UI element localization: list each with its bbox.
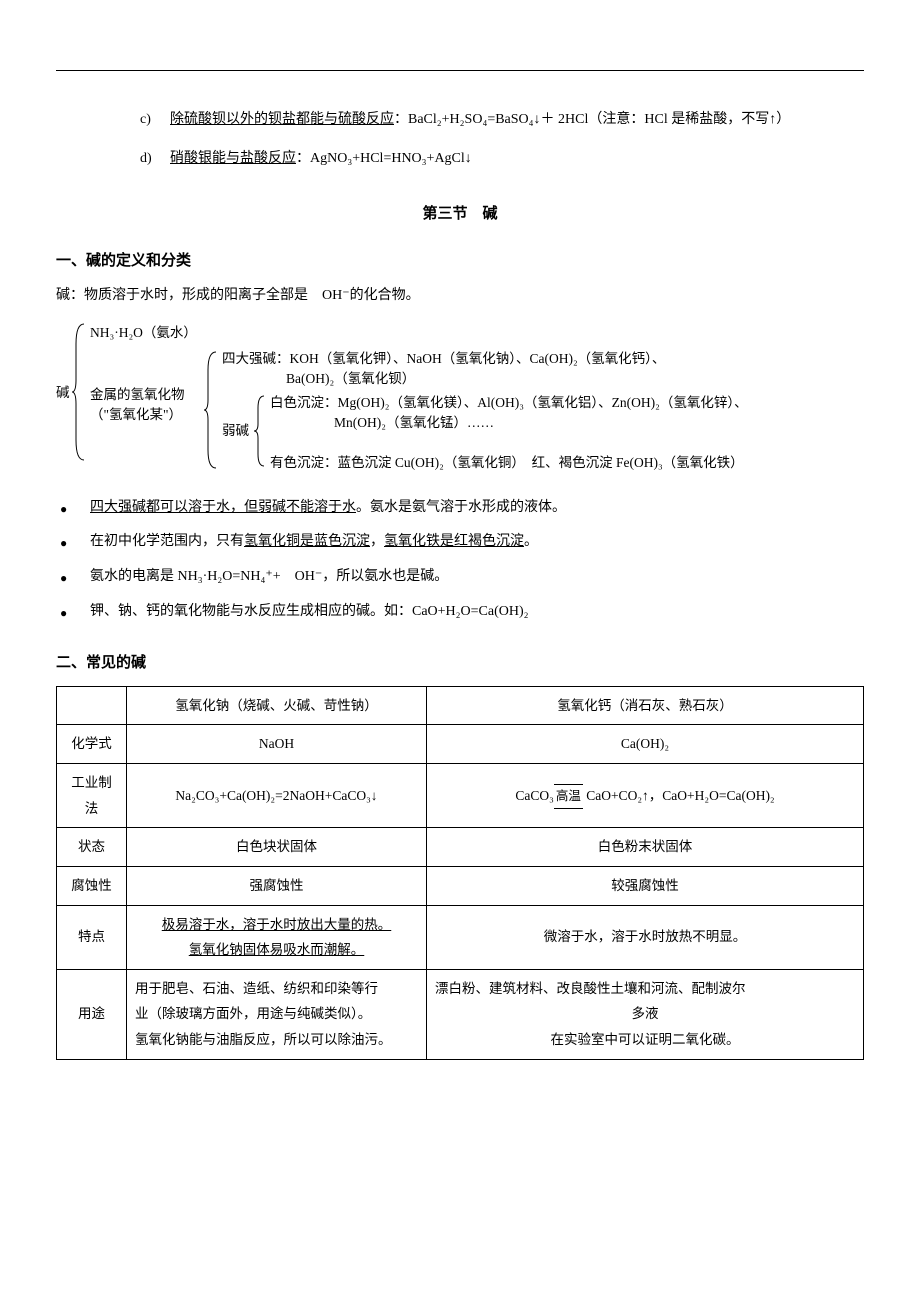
- use-line: 用于肥皂、石油、造纸、纺织和印染等行: [135, 976, 418, 1002]
- table-row: 化学式 NaOH Ca(OH)₂: [57, 725, 864, 764]
- table-header-naoh: 氢氧化钠（烧碱、火碱、苛性钠）: [127, 686, 427, 725]
- tree-root: 碱: [56, 382, 70, 404]
- use-line: 多液: [435, 1001, 855, 1027]
- underline-text: 氢氧化铜是蓝色沉淀: [244, 534, 370, 549]
- bullet-text: 钾、钠、钙的氧化物能与水反应生成相应的碱。如：CaO+H₂O=Ca(OH)₂: [90, 599, 864, 626]
- underline-text: 氢氧化铁是红褐色沉淀: [384, 534, 524, 549]
- bullet-item: ● 氨水的电离是 NH₃·H₂O=NH₄⁺+ OH⁻，所以氨水也是碱。: [56, 564, 864, 591]
- table-row-label: 用途: [57, 969, 127, 1059]
- table-row: 氢氧化钠（烧碱、火碱、苛性钠） 氢氧化钙（消石灰、熟石灰）: [57, 686, 864, 725]
- list-item-d: d) 硝酸银能与盐酸反应：AgNO₃+HCl=HNO₃+AgCl↓: [140, 146, 864, 173]
- table-cell: 极易溶于水，溶于水时放出大量的热。 氢氧化钠固体易吸水而潮解。: [127, 905, 427, 969]
- use-line: 在实验室中可以证明二氧化碳。: [435, 1027, 855, 1053]
- table-cell: NaOH: [127, 725, 427, 764]
- brace-icon: [72, 322, 86, 462]
- underline-text: 除硫酸钡以外的钡盐都能与硫酸反应: [170, 112, 394, 127]
- use-line: 业（除玻璃方面外，用途与纯碱类似）。: [135, 1001, 418, 1027]
- tree-strong-base-2: Ba(OH)₂（氢氧化钡）: [286, 368, 415, 390]
- use-line: 氢氧化钠能与油脂反应，所以可以除油污。: [135, 1027, 418, 1053]
- plain-text: 在初中化学范围内，只有: [90, 534, 244, 549]
- bullet-dot-icon: ●: [56, 599, 90, 625]
- plain-text: 。氨水是氨气溶于水形成的液体。: [356, 500, 566, 515]
- bullet-text: 在初中化学范围内，只有氢氧化铜是蓝色沉淀，氢氧化铁是红褐色沉淀。: [90, 529, 864, 556]
- underline-text: 四大强碱都可以溶于水，但弱碱不能溶于水: [90, 500, 356, 515]
- table-row-label: 化学式: [57, 725, 127, 764]
- table-row-label: 腐蚀性: [57, 866, 127, 905]
- plain-text: ：AgNO₃+HCl=HNO₃+AgCl↓: [296, 151, 472, 166]
- plain-text: ：BaCl₂+H₂SO₄=BaSO₄↓＋ 2HCl（注意：HCl 是稀盐酸，不写…: [394, 112, 790, 127]
- table-cell: 用于肥皂、石油、造纸、纺织和印染等行 业（除玻璃方面外，用途与纯碱类似）。 氢氧…: [127, 969, 427, 1059]
- tree-branch-metal-a: 金属的氢氧化物: [90, 384, 185, 406]
- heading-common-bases: 二、常见的碱: [56, 649, 864, 678]
- table-cell: CaCO₃高温 CaO+CO₂↑，CaO+H₂O=Ca(OH)₂: [427, 763, 864, 827]
- plain-text: ，: [370, 534, 384, 549]
- table-row: 特点 极易溶于水，溶于水时放出大量的热。 氢氧化钠固体易吸水而潮解。 微溶于水，…: [57, 905, 864, 969]
- list-content: 硝酸银能与盐酸反应：AgNO₃+HCl=HNO₃+AgCl↓: [170, 146, 864, 173]
- eq-rhs: CaO+CO₂↑，CaO+H₂O=Ca(OH)₂: [583, 788, 775, 803]
- table-cell: Ca(OH)₂: [427, 725, 864, 764]
- brace-icon: [204, 350, 218, 470]
- list-item-c: c) 除硫酸钡以外的钡盐都能与硫酸反应：BaCl₂+H₂SO₄=BaSO₄↓＋ …: [140, 107, 864, 134]
- list-content: 除硫酸钡以外的钡盐都能与硫酸反应：BaCl₂+H₂SO₄=BaSO₄↓＋ 2HC…: [170, 107, 864, 134]
- tree-strong-base-1: 四大强碱：KOH（氢氧化钾）、NaOH（氢氧化钠）、Ca(OH)₂（氢氧化钙）、: [222, 348, 665, 370]
- table-cell: 微溶于水，溶于水时放热不明显。: [427, 905, 864, 969]
- table-cell: 较强腐蚀性: [427, 866, 864, 905]
- tree-branch-metal-b: （"氢氧化某"）: [90, 404, 182, 426]
- tree-weak-white-2: Mn(OH)₂（氢氧化锰）……: [334, 412, 494, 434]
- table-cell: 强腐蚀性: [127, 866, 427, 905]
- brace-icon: [254, 394, 266, 468]
- definition-paragraph: 碱：物质溶于水时，形成的阳离子全部是 OH⁻的化合物。: [56, 283, 864, 310]
- bullet-item: ● 在初中化学范围内，只有氢氧化铜是蓝色沉淀，氢氧化铁是红褐色沉淀。: [56, 529, 864, 556]
- section-title: 第三节 碱: [56, 200, 864, 229]
- table-cell: 漂白粉、建筑材料、改良酸性土壤和河流、配制波尔 多液 在实验室中可以证明二氧化碳…: [427, 969, 864, 1059]
- table-row: 用途 用于肥皂、石油、造纸、纺织和印染等行 业（除玻璃方面外，用途与纯碱类似）。…: [57, 969, 864, 1059]
- tree-branch-ammonia: NH₃·H₂O（氨水）: [90, 322, 197, 344]
- bullet-text: 四大强碱都可以溶于水，但弱碱不能溶于水。氨水是氨气溶于水形成的液体。: [90, 495, 864, 522]
- table-row-label: 工业制法: [57, 763, 127, 827]
- bullet-item: ● 钾、钠、钙的氧化物能与水反应生成相应的碱。如：CaO+H₂O=Ca(OH)₂: [56, 599, 864, 626]
- top-divider: [56, 70, 864, 71]
- eq-lhs: CaCO₃: [515, 788, 553, 803]
- table-cell: 白色粉末状固体: [427, 828, 864, 867]
- bullet-text: 氨水的电离是 NH₃·H₂O=NH₄⁺+ OH⁻，所以氨水也是碱。: [90, 564, 864, 591]
- bullet-dot-icon: ●: [56, 529, 90, 555]
- bullet-dot-icon: ●: [56, 495, 90, 521]
- reaction-condition: 高温: [554, 785, 583, 809]
- tree-weak-color: 有色沉淀：蓝色沉淀 Cu(OH)₂（氢氧化铜） 红、褐色沉淀 Fe(OH)₃（氢…: [270, 452, 744, 474]
- table-row: 状态 白色块状固体 白色粉末状固体: [57, 828, 864, 867]
- bullet-list: ● 四大强碱都可以溶于水，但弱碱不能溶于水。氨水是氨气溶于水形成的液体。 ● 在…: [56, 495, 864, 625]
- table-row: 工业制法 Na₂CO₃+Ca(OH)₂=2NaOH+CaCO₃↓ CaCO₃高温…: [57, 763, 864, 827]
- table-row-label: 状态: [57, 828, 127, 867]
- underline-text: 硝酸银能与盐酸反应: [170, 151, 296, 166]
- table-cell: Na₂CO₃+Ca(OH)₂=2NaOH+CaCO₃↓: [127, 763, 427, 827]
- underline-text: 极易溶于水，溶于水时放出大量的热。: [162, 917, 392, 932]
- table-row-label: 特点: [57, 905, 127, 969]
- table-row: 腐蚀性 强腐蚀性 较强腐蚀性: [57, 866, 864, 905]
- common-bases-table: 氢氧化钠（烧碱、火碱、苛性钠） 氢氧化钙（消石灰、熟石灰） 化学式 NaOH C…: [56, 686, 864, 1060]
- list-marker: c): [140, 107, 170, 134]
- bullet-item: ● 四大强碱都可以溶于水，但弱碱不能溶于水。氨水是氨气溶于水形成的液体。: [56, 495, 864, 522]
- tree-weak-white-1: 白色沉淀：Mg(OH)₂（氢氧化镁）、Al(OH)₃（氢氧化铝）、Zn(OH)₂…: [270, 392, 748, 414]
- plain-text: 。: [524, 534, 538, 549]
- table-cell: [57, 686, 127, 725]
- bullet-dot-icon: ●: [56, 564, 90, 590]
- table-header-caoh: 氢氧化钙（消石灰、熟石灰）: [427, 686, 864, 725]
- underline-text: 氢氧化钠固体易吸水而潮解。: [189, 942, 365, 957]
- classification-tree: 碱 NH₃·H₂O（氨水） 金属的氢氧化物 （"氢氧化某"） 四大强碱：KOH（…: [56, 322, 864, 477]
- list-marker: d): [140, 146, 170, 173]
- table-cell: 白色块状固体: [127, 828, 427, 867]
- tree-weak-label: 弱碱: [222, 420, 249, 442]
- use-line: 漂白粉、建筑材料、改良酸性土壤和河流、配制波尔: [435, 976, 855, 1002]
- heading-definition: 一、碱的定义和分类: [56, 247, 864, 276]
